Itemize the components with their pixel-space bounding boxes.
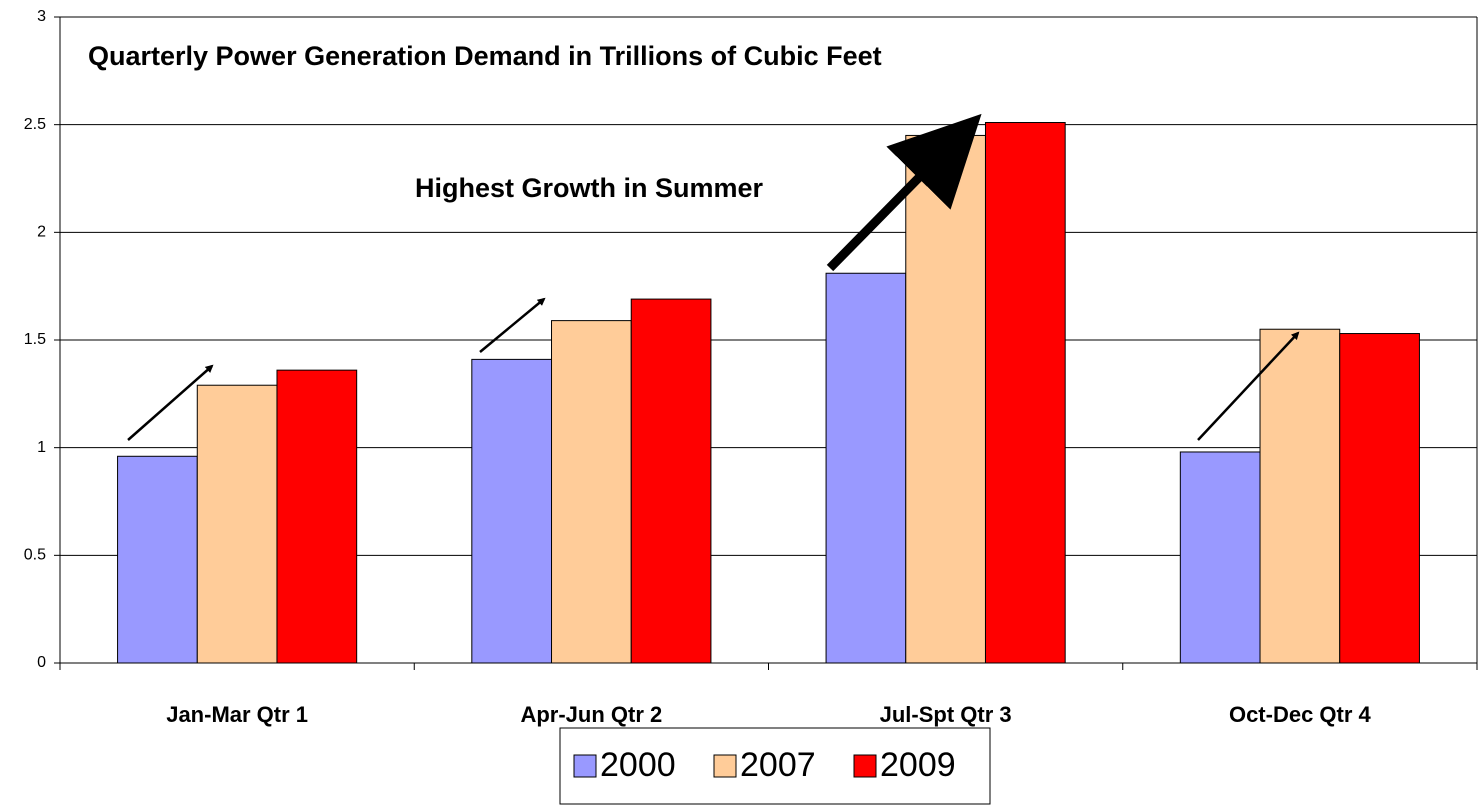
y-tick-label: 1.5 — [24, 331, 46, 348]
bar — [1259, 328, 1341, 664]
bar — [825, 272, 907, 664]
bars — [117, 122, 1420, 664]
x-tick-label: Jan-Mar Qtr 1 — [166, 702, 308, 727]
arrow — [826, 113, 982, 272]
x-tick-label: Jul-Spt Qtr 3 — [880, 702, 1012, 727]
x-tick-label: Oct-Dec Qtr 4 — [1229, 702, 1372, 727]
bar — [471, 358, 553, 664]
bar — [551, 320, 632, 664]
y-tick-label: 2 — [37, 224, 46, 241]
bar — [276, 369, 358, 664]
legend-swatch — [573, 754, 597, 778]
bar — [630, 298, 712, 664]
y-tick-label: 1 — [37, 439, 46, 456]
y-tick-label: 0 — [37, 654, 46, 671]
legend-swatch — [713, 754, 737, 778]
arrow — [127, 364, 214, 441]
bar — [117, 455, 198, 664]
bar — [984, 122, 1066, 664]
chart-title: Quarterly Power Generation Demand in Tri… — [88, 41, 882, 71]
legend-label: 2007 — [740, 746, 816, 784]
annotation: Highest Growth in Summer — [415, 173, 764, 203]
y-tick-label: 3 — [37, 8, 46, 25]
legend-label: 2000 — [600, 746, 676, 784]
bar — [905, 134, 986, 664]
y-tick-label: 2.5 — [24, 116, 46, 133]
bar — [196, 384, 278, 664]
bar — [1339, 333, 1420, 664]
legend-swatch — [853, 754, 877, 778]
bar — [1179, 451, 1261, 664]
x-tick-label: Apr-Jun Qtr 2 — [520, 702, 662, 727]
legend-label: 2009 — [880, 746, 956, 784]
y-tick-label: 0.5 — [24, 547, 46, 564]
arrows — [127, 113, 1300, 441]
arrow — [479, 297, 546, 353]
arrow — [1197, 331, 1300, 441]
legend-box — [559, 727, 991, 805]
